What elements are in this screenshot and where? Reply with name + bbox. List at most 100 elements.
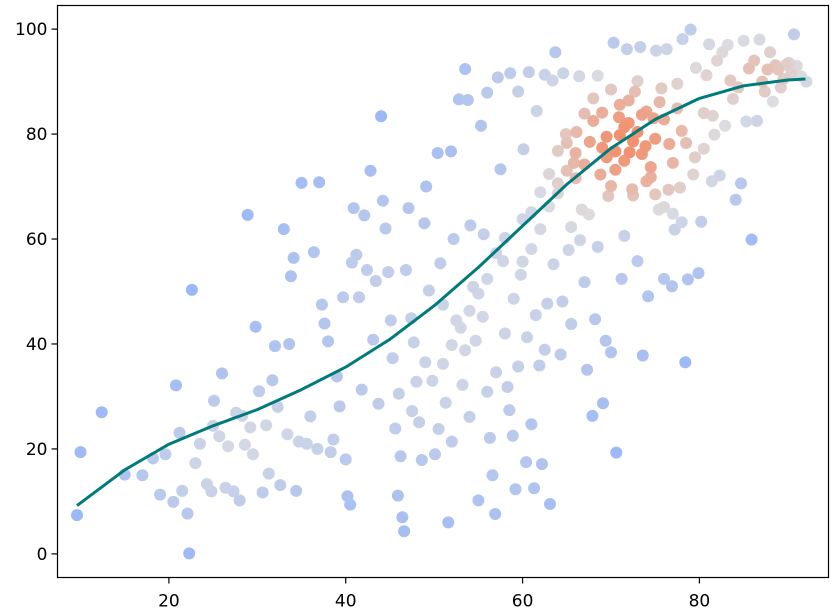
- data-point: [463, 410, 476, 423]
- data-point: [735, 177, 747, 190]
- data-point: [429, 448, 441, 461]
- data-point: [689, 151, 701, 164]
- data-point: [594, 168, 607, 181]
- data-point: [520, 456, 533, 469]
- data-point: [311, 442, 324, 455]
- x-tick-label: 20: [158, 592, 180, 612]
- data-point: [695, 215, 708, 228]
- data-point: [587, 114, 600, 127]
- data-point: [256, 486, 269, 499]
- data-point: [369, 275, 382, 287]
- data-point: [422, 284, 435, 297]
- data-point: [631, 255, 644, 268]
- data-point: [355, 383, 368, 396]
- data-point: [375, 110, 388, 123]
- data-point: [618, 229, 631, 242]
- data-point: [684, 23, 697, 36]
- data-point: [358, 209, 371, 222]
- data-point: [557, 67, 570, 80]
- y-tick-label: 80: [26, 125, 48, 145]
- data-point: [596, 141, 609, 154]
- data-point: [533, 359, 546, 372]
- data-point: [456, 378, 469, 391]
- data-point: [622, 94, 635, 107]
- data-point: [544, 498, 556, 510]
- data-point: [514, 268, 527, 281]
- data-point: [536, 458, 548, 471]
- data-point: [599, 334, 612, 347]
- data-point: [600, 130, 613, 143]
- data-point: [530, 105, 543, 117]
- data-point: [613, 111, 625, 124]
- data-point: [551, 177, 564, 190]
- y-tick-label: 100: [15, 20, 47, 40]
- data-point: [489, 508, 502, 520]
- data-point: [483, 431, 496, 444]
- data-point: [655, 82, 668, 95]
- data-point: [313, 176, 326, 189]
- data-point: [642, 290, 655, 303]
- data-point: [591, 69, 604, 82]
- data-point: [596, 106, 609, 119]
- data-point: [546, 74, 559, 87]
- data-point: [253, 385, 266, 398]
- data-point: [609, 163, 622, 176]
- data-point: [497, 255, 510, 268]
- data-point: [565, 318, 578, 330]
- data-point: [432, 423, 445, 435]
- data-point: [574, 234, 586, 247]
- data-point: [700, 69, 713, 82]
- data-point: [389, 422, 402, 435]
- data-point: [689, 61, 702, 74]
- data-point: [586, 409, 599, 422]
- data-point: [246, 448, 259, 461]
- data-point: [185, 283, 198, 296]
- data-point: [538, 343, 551, 356]
- trend-curve: [76, 77, 806, 507]
- data-point: [589, 313, 602, 326]
- data-point: [605, 83, 617, 96]
- data-point: [660, 43, 673, 56]
- data-point: [679, 356, 692, 369]
- data-point: [434, 257, 447, 270]
- y-tick-label: 40: [26, 335, 48, 355]
- data-point: [675, 216, 688, 229]
- data-point: [71, 509, 83, 522]
- data-point: [650, 44, 663, 57]
- data-point: [476, 310, 489, 323]
- y-tick-label: 60: [26, 230, 48, 250]
- data-point: [170, 379, 182, 392]
- data-point: [543, 168, 556, 180]
- data-point: [333, 400, 346, 413]
- data-point: [472, 494, 485, 507]
- data-point: [260, 419, 273, 432]
- data-point: [517, 143, 530, 156]
- data-point: [753, 33, 766, 46]
- data-point: [266, 374, 279, 387]
- data-point: [447, 233, 460, 245]
- data-point: [534, 223, 547, 236]
- data-point: [681, 273, 694, 286]
- data-point: [607, 36, 620, 49]
- data-point: [504, 67, 517, 80]
- data-point: [521, 331, 533, 344]
- data-point: [238, 438, 251, 451]
- data-point: [764, 46, 777, 59]
- data-point: [597, 397, 609, 410]
- data-point: [503, 404, 516, 417]
- data-point: [626, 183, 639, 196]
- data-point: [737, 34, 750, 47]
- data-point: [452, 93, 465, 106]
- data-point: [176, 484, 189, 497]
- data-point: [200, 478, 213, 491]
- data-point: [481, 385, 494, 398]
- data-point: [666, 207, 679, 220]
- data-point: [658, 201, 670, 213]
- data-point: [615, 272, 628, 285]
- data-point: [628, 85, 641, 98]
- data-point: [372, 397, 385, 410]
- data-point: [420, 180, 433, 193]
- data-point: [697, 142, 710, 155]
- data-point: [419, 356, 432, 369]
